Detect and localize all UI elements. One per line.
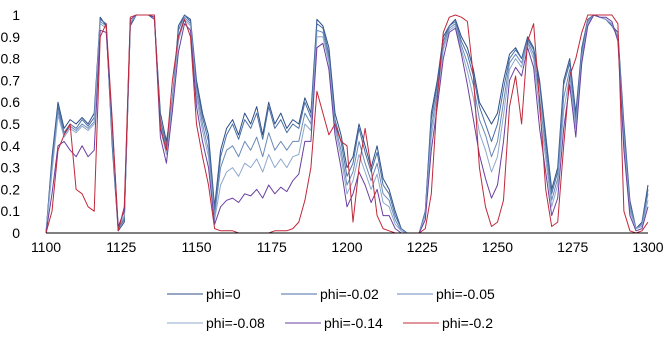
legend-label-4: phi=-0.14: [324, 315, 383, 331]
series-line-5: [45, 14, 649, 234]
legend-label-1: phi=-0.02: [320, 286, 379, 302]
y-tick-label: 0.9: [1, 29, 21, 45]
series-line-0: [45, 14, 649, 234]
series-line-4: [45, 14, 649, 234]
series-line-1: [45, 14, 649, 234]
series-lines: [45, 14, 649, 234]
y-tick-label: 0.2: [1, 181, 21, 197]
x-tick-label: 1200: [331, 239, 362, 255]
series-line-2: [45, 14, 649, 234]
x-tick-label: 1125: [106, 239, 136, 255]
x-tick-label: 1150: [181, 239, 211, 255]
x-tick-label: 1275: [557, 239, 588, 255]
x-tick-label: 1250: [482, 239, 513, 255]
legend-label-0: phi=0: [206, 286, 241, 302]
legend-label-2: phi=-0.05: [436, 286, 495, 302]
legend: phi=0 phi=-0.02 phi=-0.05 phi=-0.08 phi=-0.1…: [167, 286, 495, 331]
x-tick-label: 1300: [632, 239, 663, 255]
y-tick-label: 0.5: [1, 116, 21, 132]
y-tick-label: 0.3: [1, 160, 21, 176]
x-tick-label: 1225: [407, 239, 438, 255]
legend-label-3: phi=-0.08: [206, 315, 265, 331]
y-axis: 0 0.1 0.2 0.3 0.4 0.5 0.6 0.7 0.8 0.9 1: [1, 7, 21, 241]
x-tick-label: 1100: [31, 239, 61, 255]
y-tick-label: 0.7: [1, 72, 21, 88]
y-tick-label: 0: [12, 225, 20, 241]
x-axis: 1100 1125 1150 1175 1200 1225 1250 1275 1300: [31, 232, 664, 255]
y-tick-label: 1: [12, 7, 20, 23]
legend-label-5: phi=-0.2: [442, 315, 493, 331]
y-tick-label: 0.4: [1, 138, 21, 154]
x-tick-label: 1175: [257, 239, 287, 255]
y-tick-label: 0.8: [1, 51, 21, 67]
y-tick-label: 0.1: [1, 203, 21, 219]
y-tick-label: 0.6: [1, 94, 21, 110]
series-line-3: [45, 14, 649, 234]
